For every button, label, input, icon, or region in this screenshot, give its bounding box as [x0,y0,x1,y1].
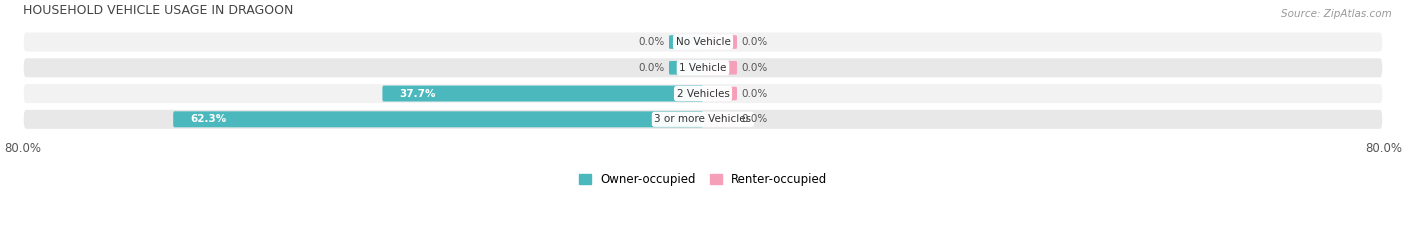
Text: 2 Vehicles: 2 Vehicles [676,89,730,99]
Text: 0.0%: 0.0% [741,89,768,99]
Text: 0.0%: 0.0% [741,37,768,47]
FancyBboxPatch shape [22,109,1384,130]
Text: HOUSEHOLD VEHICLE USAGE IN DRAGOON: HOUSEHOLD VEHICLE USAGE IN DRAGOON [22,4,292,17]
Text: 0.0%: 0.0% [741,114,768,124]
FancyBboxPatch shape [703,35,737,49]
FancyBboxPatch shape [703,61,737,75]
FancyBboxPatch shape [669,35,703,49]
Text: 0.0%: 0.0% [638,37,665,47]
Text: 0.0%: 0.0% [638,63,665,73]
Text: 3 or more Vehicles: 3 or more Vehicles [654,114,752,124]
FancyBboxPatch shape [173,111,703,127]
Text: 1 Vehicle: 1 Vehicle [679,63,727,73]
Text: Source: ZipAtlas.com: Source: ZipAtlas.com [1281,9,1392,19]
Legend: Owner-occupied, Renter-occupied: Owner-occupied, Renter-occupied [574,169,832,191]
FancyBboxPatch shape [22,83,1384,104]
FancyBboxPatch shape [22,31,1384,53]
FancyBboxPatch shape [703,87,737,100]
Text: No Vehicle: No Vehicle [675,37,731,47]
FancyBboxPatch shape [669,61,703,75]
Text: 62.3%: 62.3% [190,114,226,124]
FancyBboxPatch shape [22,57,1384,78]
Text: 37.7%: 37.7% [399,89,436,99]
FancyBboxPatch shape [382,86,703,102]
Text: 0.0%: 0.0% [741,63,768,73]
FancyBboxPatch shape [703,113,737,126]
